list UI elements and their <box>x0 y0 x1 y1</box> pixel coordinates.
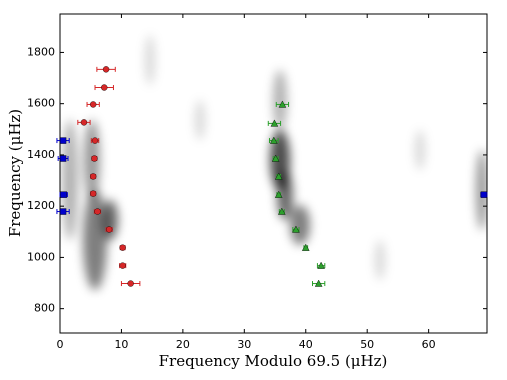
point <box>317 261 325 269</box>
y-tick-label: 1400 <box>27 148 55 161</box>
point <box>94 208 101 215</box>
point <box>59 208 67 215</box>
point <box>89 173 97 180</box>
frame <box>59 13 488 334</box>
x-tick-label: 60 <box>422 338 436 351</box>
point <box>270 119 279 127</box>
power-background <box>62 35 487 290</box>
point <box>101 84 108 91</box>
point <box>277 207 286 215</box>
point <box>278 100 287 108</box>
point <box>301 243 310 251</box>
x-tick-label: 10 <box>114 338 128 351</box>
point <box>91 155 98 162</box>
point <box>105 226 113 233</box>
y-axis-label: Frequency (μHz) <box>6 109 24 237</box>
point <box>60 191 67 198</box>
point <box>127 280 134 287</box>
point <box>274 190 283 198</box>
point <box>274 172 283 180</box>
point <box>89 190 97 197</box>
x-tick-label: 40 <box>299 338 313 351</box>
y-tick-label: 1200 <box>27 199 55 212</box>
point <box>91 137 99 144</box>
x-tick-label: 20 <box>176 338 190 351</box>
y-tick-label: 800 <box>34 302 55 315</box>
x-tick-label: 0 <box>57 338 64 351</box>
y-tick-label: 1800 <box>27 45 55 58</box>
point <box>314 279 323 287</box>
point <box>119 244 126 251</box>
x-axis-label: Frequency Modulo 69.5 (μHz) <box>159 352 388 370</box>
point <box>102 66 110 73</box>
point <box>480 191 488 198</box>
point <box>59 137 67 144</box>
point <box>292 225 300 233</box>
point <box>89 101 97 108</box>
point <box>59 155 67 162</box>
y-tick-label: 1600 <box>27 97 55 110</box>
point <box>80 119 88 126</box>
point <box>271 154 280 162</box>
y-tick-label: 1000 <box>27 250 55 263</box>
point <box>269 136 278 144</box>
point <box>119 262 126 269</box>
x-tick-label: 50 <box>360 338 374 351</box>
x-tick-label: 30 <box>237 338 251 351</box>
